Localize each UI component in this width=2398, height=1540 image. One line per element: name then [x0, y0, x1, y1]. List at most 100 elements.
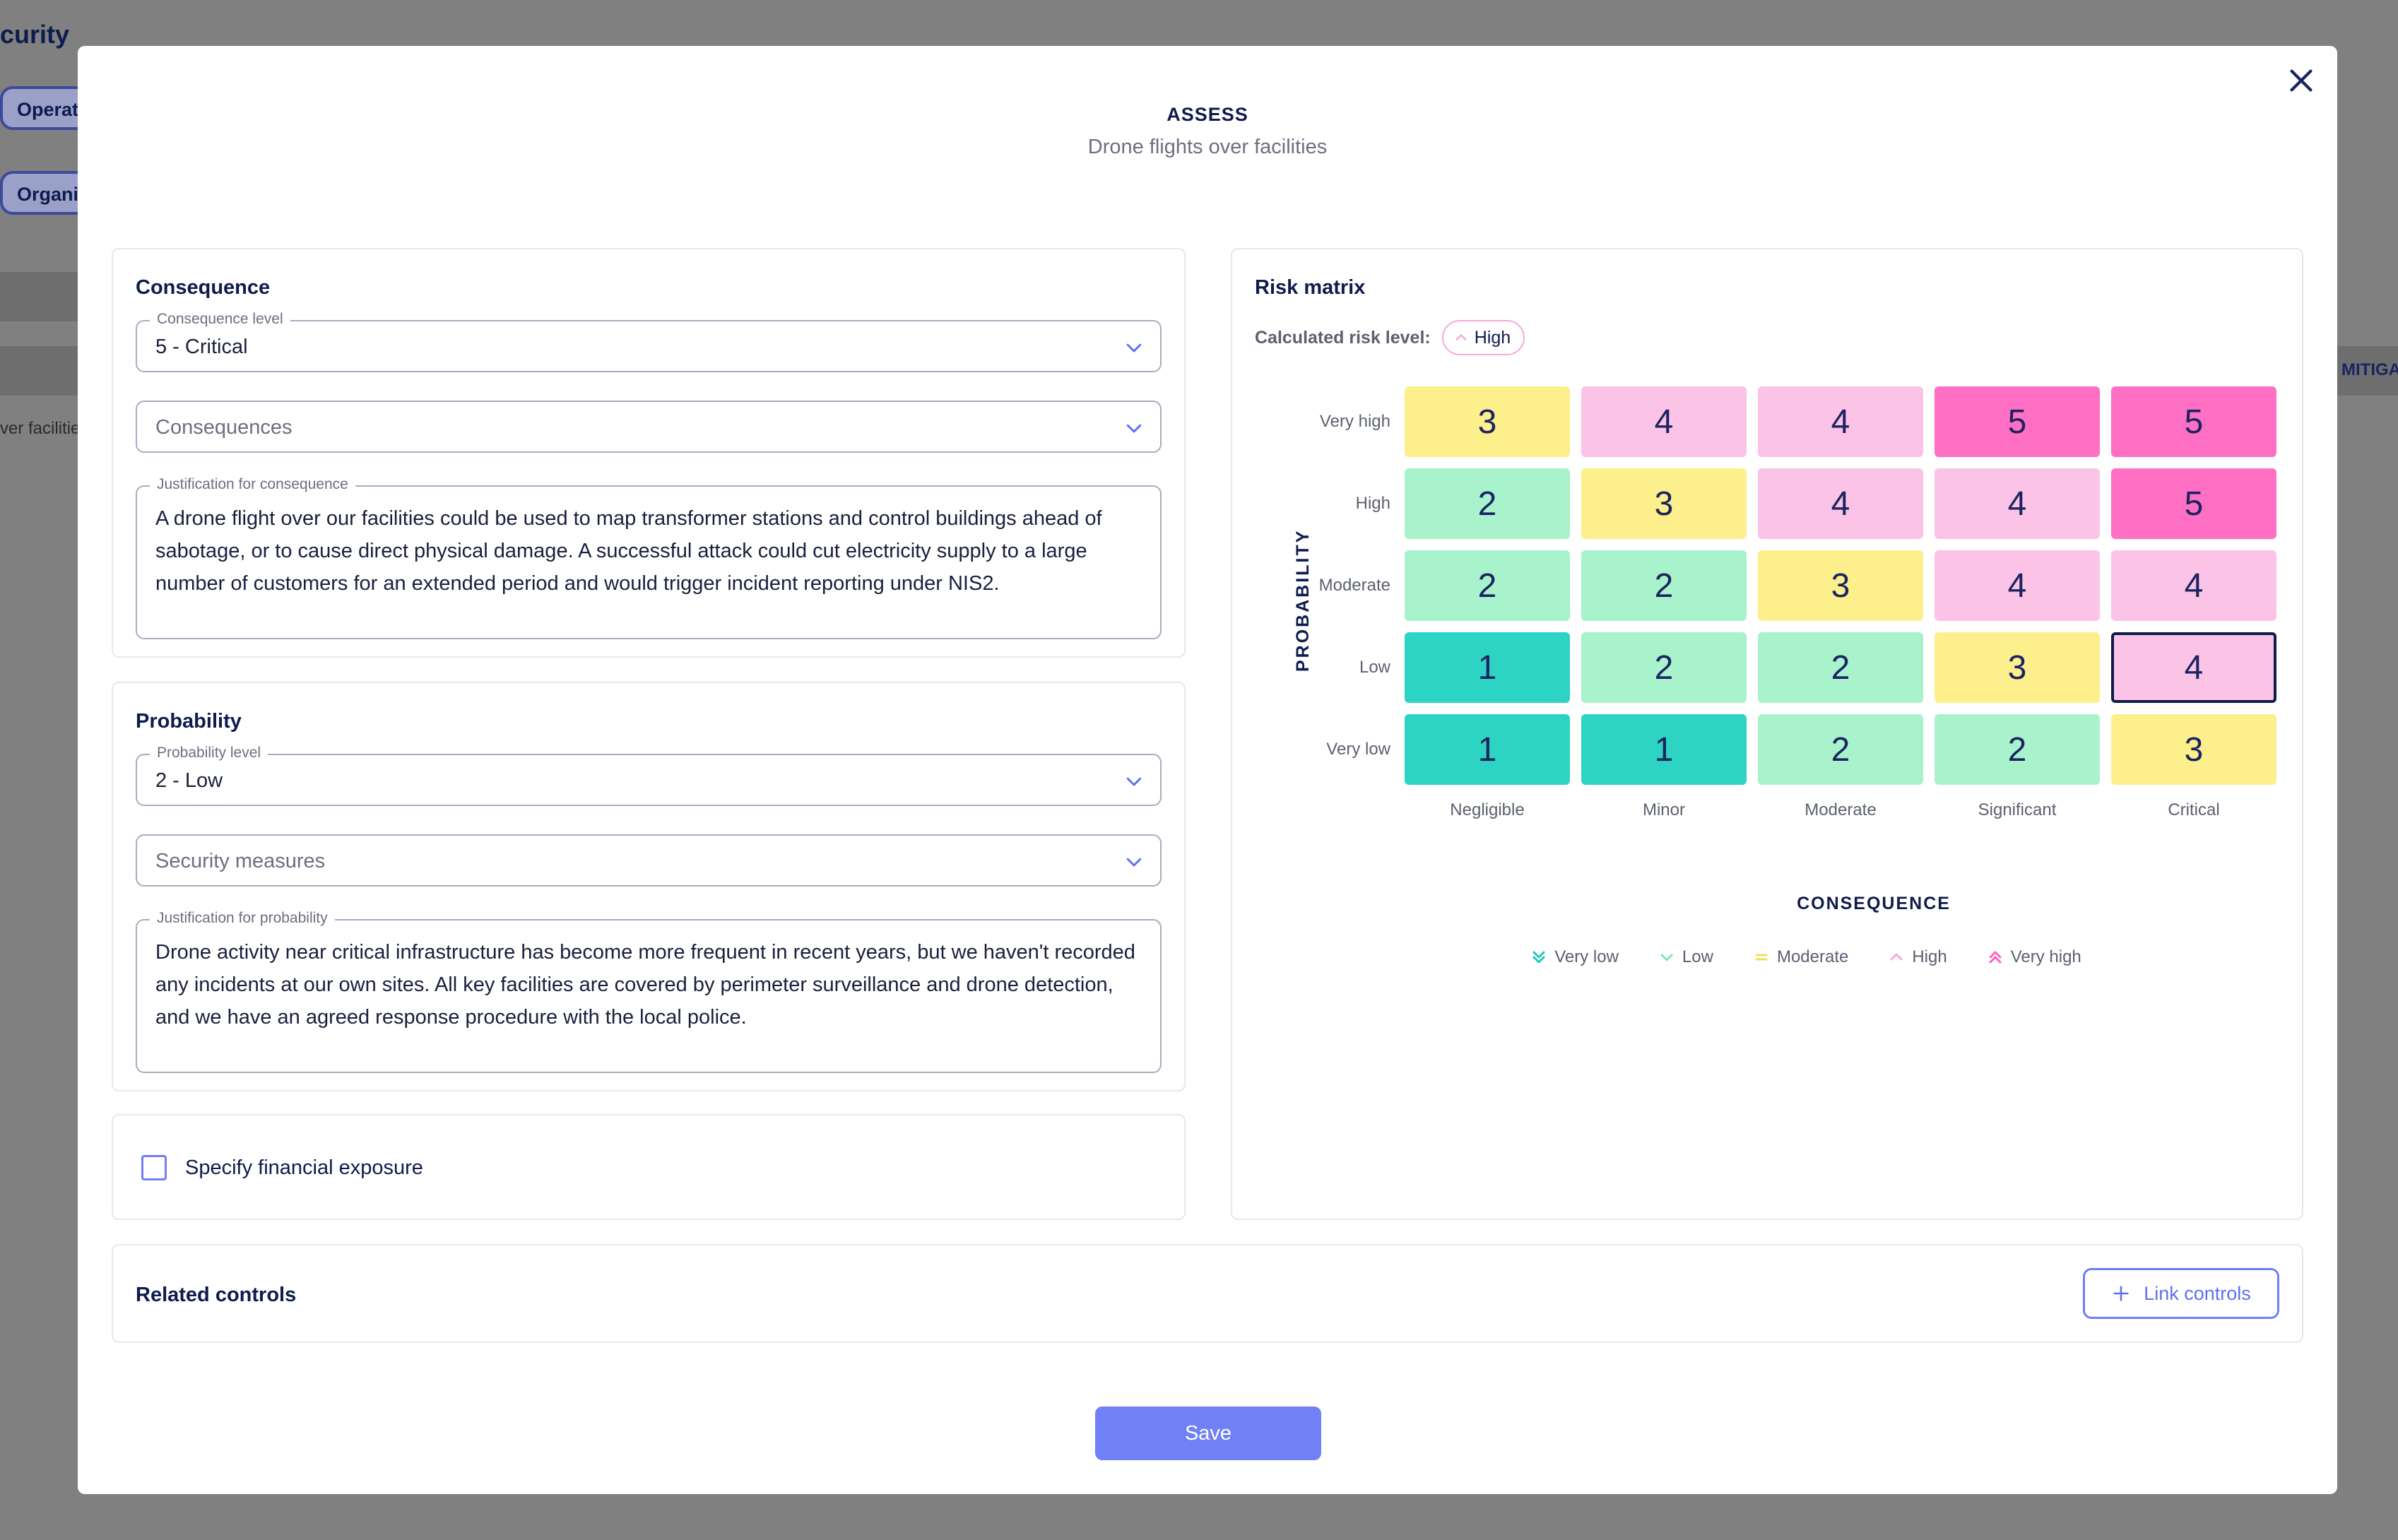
probability-justification-text: Drone activity near critical infrastruct… [155, 941, 1135, 1029]
close-button[interactable] [2285, 64, 2317, 97]
probability-justification-textarea[interactable]: Justification for probability Drone acti… [136, 910, 1162, 1073]
calculated-risk-level: Calculated risk level: High [1255, 320, 1525, 355]
probability-justification-label: Justification for probability [150, 910, 335, 927]
matrix-cell[interactable]: 2 [1758, 632, 1923, 703]
modal-title: ASSESS [1166, 104, 1248, 125]
assess-modal: ASSESS Drone flights over facilities Con… [78, 46, 2337, 1494]
consequence-axis-label: CONSEQUENCE [1797, 894, 1951, 913]
matrix-cell[interactable]: 3 [2111, 714, 2276, 785]
probability-panel: Probability Probability level 2 - Low Se… [112, 682, 1186, 1091]
matrix-column-label: Negligible [1450, 800, 1525, 819]
related-controls-panel: Related controls Link controls [112, 1244, 2303, 1343]
matrix-cell[interactable]: 2 [1581, 550, 1747, 621]
matrix-cell[interactable]: 4 [2111, 632, 2276, 703]
matrix-row-label: Moderate [1318, 576, 1390, 595]
security-measures-placeholder: Security measures [155, 850, 326, 872]
matrix-cell[interactable]: 4 [2111, 550, 2276, 621]
matrix-cell[interactable]: 1 [1581, 714, 1747, 785]
legend-label: Very high [2010, 947, 2081, 966]
matrix-cell[interactable]: 2 [1935, 714, 2100, 785]
matrix-cell[interactable]: 4 [1758, 386, 1923, 457]
chevron-down-icon [1126, 777, 1142, 786]
consequence-panel: Consequence Consequence level 5 - Critic… [112, 248, 1186, 658]
matrix-cell[interactable]: 3 [1405, 386, 1570, 457]
risk-level-badge: High [1441, 320, 1525, 355]
consequence-justification-text: A drone flight over our facilities could… [155, 507, 1102, 595]
legend-label: Moderate [1776, 947, 1849, 966]
matrix-cell[interactable]: 3 [1935, 632, 2100, 703]
legend-item: Moderate [1753, 947, 1848, 967]
legend-label: Very low [1554, 947, 1619, 966]
legend-item: Low [1658, 947, 1713, 967]
close-icon [2290, 69, 2313, 92]
matrix-column-label: Moderate [1805, 800, 1877, 819]
matrix-column-label: Minor [1642, 800, 1685, 819]
matrix-column-label: Critical [2168, 800, 2220, 819]
financial-exposure-panel: Specify financial exposure [112, 1114, 1186, 1220]
save-button-label: Save [1184, 1421, 1232, 1445]
save-button[interactable]: Save [1095, 1406, 1321, 1460]
probability-axis-label: PROBABILITY [1293, 528, 1313, 672]
consequence-justification-label: Justification for consequence [150, 476, 355, 493]
background-band [0, 346, 92, 396]
matrix-row-label: Low [1359, 658, 1390, 677]
probability-level-select[interactable]: Probability level 2 - Low [136, 745, 1162, 806]
double-chevron-up-icon [1989, 951, 2002, 964]
matrix-row-label: Very low [1326, 740, 1390, 759]
background-band-right [2334, 346, 2398, 396]
financial-exposure-label[interactable]: Specify financial exposure [185, 1156, 423, 1179]
security-measures-select[interactable]: Security measures [136, 834, 1162, 887]
matrix-cell[interactable]: 5 [1935, 386, 2100, 457]
matrix-row-label: Very high [1319, 412, 1390, 431]
chevron-down-icon [1126, 424, 1142, 433]
related-controls-title: Related controls [136, 1284, 297, 1306]
risk-matrix-panel: Risk matrix Calculated risk level: High … [1231, 248, 2303, 1220]
consequence-justification-textarea[interactable]: Justification for consequence A drone fl… [136, 476, 1162, 639]
matrix-cell[interactable]: 1 [1405, 714, 1570, 785]
matrix-cell[interactable]: 4 [1935, 468, 2100, 539]
chevron-up-icon [1890, 953, 1903, 961]
risk-matrix-title: Risk matrix [1255, 276, 1366, 299]
probability-level-value: 2 - Low [155, 769, 223, 792]
matrix-cell[interactable]: 1 [1405, 632, 1570, 703]
consequences-select[interactable]: Consequences [136, 401, 1162, 453]
matrix-cell[interactable]: 4 [1758, 468, 1923, 539]
background-row-text: ver facilitie [0, 419, 81, 438]
background-page-title: curity [0, 20, 70, 49]
risk-legend: Very low Low Moderate High Very high [1232, 947, 2302, 967]
background-band [0, 272, 92, 321]
modal-subtitle: Drone flights over facilities [1087, 136, 1328, 158]
matrix-column-label: Significant [1978, 800, 2057, 819]
chevron-down-icon [1126, 343, 1142, 353]
consequence-level-value: 5 - Critical [155, 336, 248, 358]
chevron-down-icon [1660, 954, 1673, 961]
matrix-cell[interactable]: 5 [2111, 386, 2276, 457]
matrix-cell[interactable]: 2 [1758, 714, 1923, 785]
consequences-placeholder: Consequences [155, 416, 293, 439]
matrix-cell[interactable]: 2 [1581, 632, 1747, 703]
legend-item: Very high [1987, 947, 2081, 967]
modal-header: ASSESS Drone flights over facilities [78, 104, 2337, 159]
legend-label: High [1912, 947, 1947, 966]
legend-label: Low [1682, 947, 1713, 966]
link-controls-button[interactable]: Link controls [2083, 1268, 2279, 1319]
probability-level-label: Probability level [150, 745, 268, 762]
matrix-cell[interactable]: 2 [1405, 550, 1570, 621]
probability-title: Probability [136, 710, 242, 733]
legend-item: High [1888, 947, 1947, 967]
risk-level-value: High [1474, 327, 1511, 348]
plus-icon [2113, 1286, 2129, 1301]
legend-item: Very low [1530, 947, 1619, 967]
matrix-row-label: High [1355, 494, 1390, 513]
financial-exposure-checkbox[interactable] [141, 1155, 167, 1180]
matrix-cell[interactable]: 4 [1581, 386, 1747, 457]
background-column-header: MITIGA [2341, 360, 2398, 379]
matrix-cell[interactable]: 4 [1935, 550, 2100, 621]
matrix-cell[interactable]: 3 [1758, 550, 1923, 621]
matrix-cell[interactable]: 3 [1581, 468, 1747, 539]
consequence-level-select[interactable]: Consequence level 5 - Critical [136, 311, 1162, 372]
matrix-cell[interactable]: 5 [2111, 468, 2276, 539]
consequence-title: Consequence [136, 276, 271, 299]
chevron-up-icon [1455, 334, 1467, 340]
matrix-cell[interactable]: 2 [1405, 468, 1570, 539]
